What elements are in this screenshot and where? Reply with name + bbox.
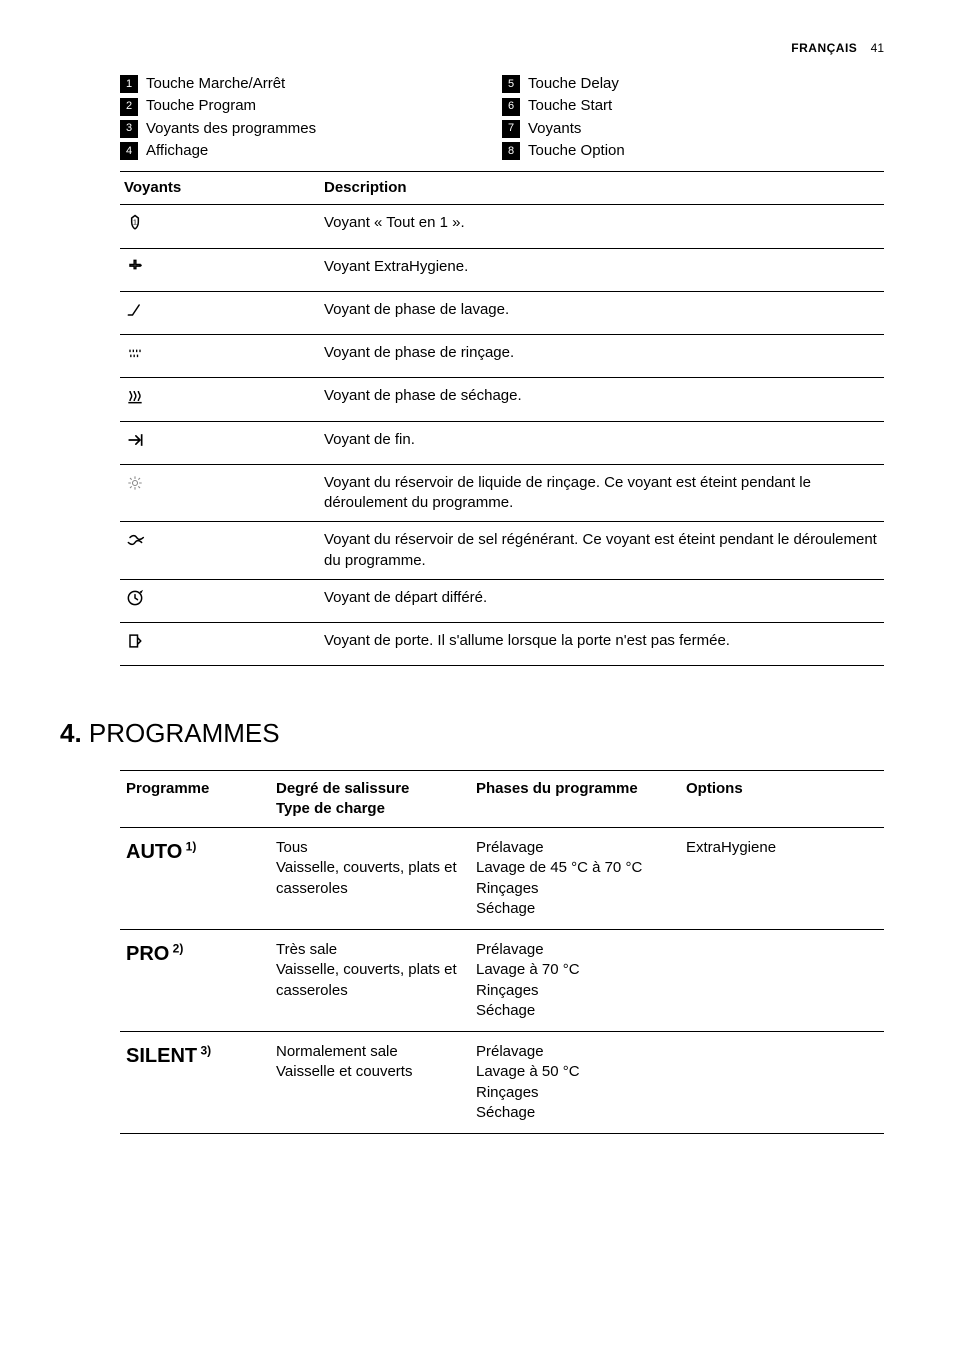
voyant-desc: Voyant ExtraHygiene. xyxy=(320,248,884,291)
touche-item: 3 Voyants des programmes xyxy=(120,119,502,139)
voyant-desc: Voyant « Tout en 1 ». xyxy=(320,205,884,248)
touche-number: 6 xyxy=(502,98,520,116)
prog-soil: Normalement saleVaisselle et couverts xyxy=(270,1032,470,1134)
section-name: PROGRAMMES xyxy=(82,718,280,748)
prog-head-programme: Programme xyxy=(120,770,270,828)
prog-name: SILENT 3) xyxy=(126,1045,211,1067)
voyant-icon-cell xyxy=(120,464,320,522)
voyant-desc: Voyant de phase de lavage. xyxy=(320,291,884,334)
touche-label: Affichage xyxy=(146,141,208,161)
touche-label: Voyants des programmes xyxy=(146,119,316,139)
voyant-icon-cell xyxy=(120,205,320,248)
voyant-desc: Voyant de fin. xyxy=(320,421,884,464)
touche-item: 7 Voyants xyxy=(502,119,884,139)
page-header: FRANÇAIS 41 xyxy=(120,40,884,56)
voyant-icon-cell xyxy=(120,522,320,580)
touche-item: 6 Touche Start xyxy=(502,96,884,116)
section-programmes-title: 4. PROGRAMMES xyxy=(60,716,884,751)
header-lang: FRANÇAIS xyxy=(791,41,857,55)
touche-label: Touche Delay xyxy=(528,74,619,94)
touche-item: 1 Touche Marche/Arrêt xyxy=(120,74,502,94)
voyant-desc: Voyant du réservoir de sel régénérant. C… xyxy=(320,522,884,580)
touche-number: 4 xyxy=(120,142,138,160)
prog-options xyxy=(680,930,884,1032)
voyant-icon xyxy=(124,343,146,363)
voyant-icon xyxy=(124,213,146,233)
touche-label: Touche Start xyxy=(528,96,612,116)
header-page: 41 xyxy=(871,41,884,55)
prog-phases: PrélavageLavage de 45 °C à 70 °CRinçages… xyxy=(470,828,680,930)
voyant-icon-cell xyxy=(120,421,320,464)
voyant-icon xyxy=(124,257,146,277)
prog-name-cell: PRO 2) xyxy=(120,930,270,1032)
touche-number: 2 xyxy=(120,98,138,116)
touche-label: Touche Program xyxy=(146,96,256,116)
touche-item: 2 Touche Program xyxy=(120,96,502,116)
prog-soil: Très saleVaisselle, couverts, plats et c… xyxy=(270,930,470,1032)
prog-name-cell: SILENT 3) xyxy=(120,1032,270,1134)
voyant-desc: Voyant de porte. Il s'allume lorsque la … xyxy=(320,623,884,666)
touche-number: 1 xyxy=(120,75,138,93)
voyant-icon-cell xyxy=(120,579,320,622)
prog-name-cell: AUTO 1) xyxy=(120,828,270,930)
voyants-head-desc: Description xyxy=(320,172,884,205)
prog-head-options: Options xyxy=(680,770,884,828)
touches-list: 1 Touche Marche/Arrêt 2 Touche Program 3 Voya… xyxy=(120,74,884,163)
voyant-icon-cell xyxy=(120,291,320,334)
touche-item: 5 Touche Delay xyxy=(502,74,884,94)
touche-number: 3 xyxy=(120,120,138,138)
prog-phases: PrélavageLavage à 50 °CRinçagesSéchage xyxy=(470,1032,680,1134)
prog-name: PRO 2) xyxy=(126,943,183,965)
touche-number: 7 xyxy=(502,120,520,138)
voyant-desc: Voyant de phase de séchage. xyxy=(320,378,884,421)
touche-label: Touche Marche/Arrêt xyxy=(146,74,285,94)
voyant-icon-cell xyxy=(120,335,320,378)
voyant-icon xyxy=(124,631,146,651)
touche-number: 5 xyxy=(502,75,520,93)
voyant-icon xyxy=(124,588,146,608)
programmes-table: Programme Degré de salissureType de char… xyxy=(120,770,884,1135)
prog-soil: TousVaisselle, couverts, plats et casser… xyxy=(270,828,470,930)
voyants-head-icon: Voyants xyxy=(120,172,320,205)
touche-item: 8 Touche Option xyxy=(502,141,884,161)
prog-options: ExtraHygiene xyxy=(680,828,884,930)
prog-phases: PrélavageLavage à 70 °CRinçagesSéchage xyxy=(470,930,680,1032)
section-num: 4. xyxy=(60,718,82,748)
voyant-icon xyxy=(124,430,146,450)
prog-name: AUTO 1) xyxy=(126,841,196,863)
voyant-desc: Voyant de départ différé. xyxy=(320,579,884,622)
voyant-desc: Voyant de phase de rinçage. xyxy=(320,335,884,378)
voyant-icon-cell xyxy=(120,623,320,666)
touche-item: 4 Affichage xyxy=(120,141,502,161)
prog-head-soil: Degré de salissureType de charge xyxy=(270,770,470,828)
touche-number: 8 xyxy=(502,142,520,160)
prog-head-phases: Phases du programme xyxy=(470,770,680,828)
prog-options xyxy=(680,1032,884,1134)
voyant-icon xyxy=(124,530,146,550)
touche-label: Touche Option xyxy=(528,141,625,161)
voyant-icon xyxy=(124,473,146,493)
voyants-table: Voyants Description Voyant « Tout en 1 »… xyxy=(120,171,884,666)
voyant-icon-cell xyxy=(120,248,320,291)
voyant-icon xyxy=(124,300,146,320)
voyant-icon-cell xyxy=(120,378,320,421)
touche-label: Voyants xyxy=(528,119,581,139)
voyant-desc: Voyant du réservoir de liquide de rinçag… xyxy=(320,464,884,522)
voyant-icon xyxy=(124,386,146,406)
